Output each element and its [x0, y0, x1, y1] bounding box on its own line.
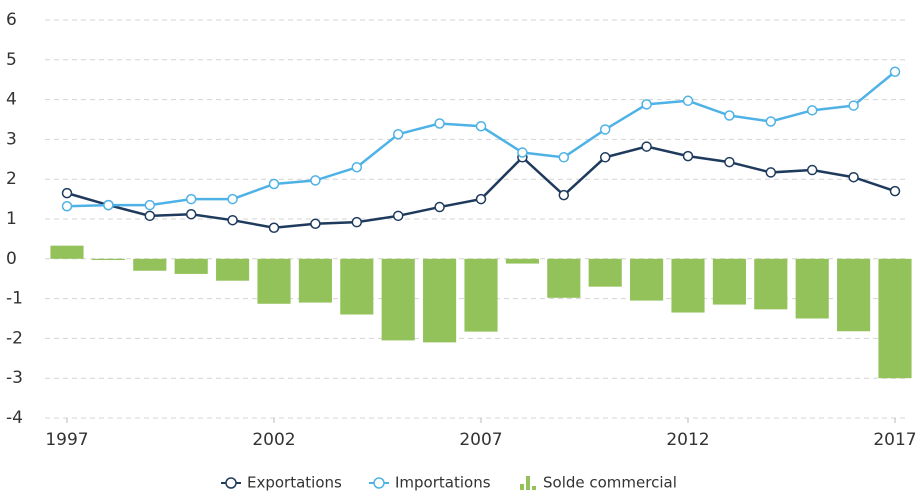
bar: [671, 258, 705, 313]
point: [765, 167, 777, 178]
bar: [381, 258, 415, 341]
point: [848, 171, 859, 183]
x-tick-label: 2002: [252, 430, 295, 450]
y-tick-label: 6: [6, 10, 17, 30]
y-tick-label: 5: [6, 50, 17, 70]
bar: [464, 258, 498, 332]
legend-label: Importations: [395, 474, 491, 492]
y-tick-label: -3: [6, 368, 23, 388]
legend-swatch: [532, 486, 536, 490]
bar: [795, 258, 829, 319]
point: [268, 178, 280, 190]
bar: [423, 258, 457, 343]
legend-item: Exportations: [221, 474, 342, 492]
bar: [547, 258, 581, 298]
point: [227, 214, 238, 226]
legend-label: Solde commercial: [543, 474, 677, 492]
bar: [505, 258, 539, 264]
point: [558, 152, 570, 163]
bar: [630, 258, 664, 301]
point: [310, 218, 321, 230]
y-tick-label: 3: [6, 129, 17, 149]
point: [351, 162, 363, 173]
point: [475, 121, 487, 132]
point: [310, 175, 321, 186]
point: [599, 152, 611, 163]
legend-swatch: [373, 477, 385, 489]
point: [517, 147, 528, 158]
point: [61, 201, 73, 212]
point: [185, 208, 197, 220]
legend-swatch: [225, 477, 237, 489]
point: [103, 199, 114, 211]
point: [765, 116, 777, 127]
point: [641, 99, 652, 110]
point: [227, 193, 238, 205]
y-tick-label: 2: [6, 169, 17, 189]
point: [392, 210, 404, 222]
bar: [216, 258, 250, 281]
point: [351, 216, 363, 228]
legend-item: Solde commercial: [520, 474, 677, 492]
point: [268, 222, 280, 234]
bar: [837, 258, 871, 332]
legend-swatch: [520, 484, 524, 490]
point: [806, 105, 818, 116]
legend-label: Exportations: [247, 474, 342, 492]
y-tick-label: 1: [6, 209, 17, 229]
y-tick-label: 0: [6, 249, 17, 269]
bar: [588, 258, 622, 287]
bar: [91, 258, 125, 260]
point: [475, 193, 487, 205]
point: [392, 128, 404, 140]
point: [434, 201, 445, 213]
bar: [712, 258, 746, 305]
point: [848, 100, 859, 111]
bar: [174, 258, 208, 274]
x-tick-label: 2007: [459, 430, 502, 450]
bar: [340, 258, 374, 315]
bar: [878, 258, 912, 379]
point: [144, 210, 156, 222]
bar: [257, 258, 291, 304]
point: [724, 156, 735, 168]
y-tick-label: -1: [6, 289, 23, 309]
x-tick-label: 1997: [45, 430, 88, 450]
point: [641, 141, 652, 152]
legend-swatch: [526, 476, 530, 490]
point: [144, 199, 156, 211]
y-tick-label: -2: [6, 328, 23, 348]
point: [806, 164, 818, 176]
point: [889, 185, 901, 197]
x-tick-label: 2012: [666, 430, 709, 450]
bar: [754, 258, 788, 310]
x-tick-label: 2017: [873, 430, 916, 450]
bar: [133, 258, 167, 271]
y-tick-label: -4: [6, 408, 23, 428]
y-tick-label: 4: [6, 90, 17, 110]
point: [724, 110, 735, 121]
legend-item: Importations: [369, 474, 491, 492]
point: [682, 95, 694, 107]
point: [434, 118, 445, 129]
bar: [50, 245, 84, 259]
point: [61, 187, 73, 199]
point: [185, 193, 197, 205]
bar: [298, 258, 332, 303]
point: [599, 124, 611, 135]
point: [558, 189, 570, 201]
point: [682, 150, 694, 162]
point: [889, 66, 901, 77]
